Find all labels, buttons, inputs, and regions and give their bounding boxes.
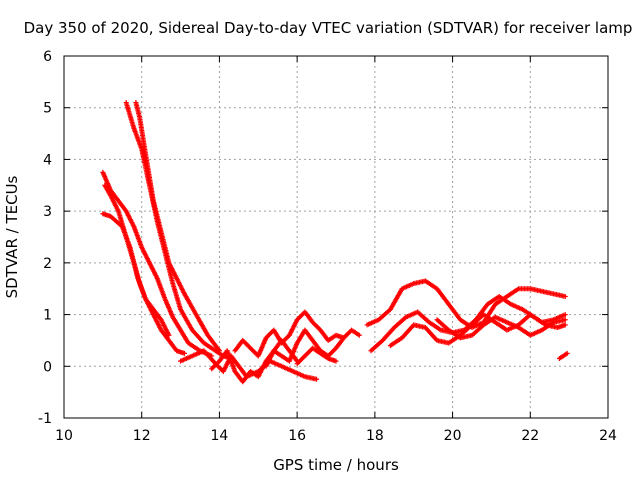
y-tick-label: 4 (43, 152, 52, 168)
x-tick-label: 20 (444, 428, 462, 444)
x-axis-label: GPS time / hours (273, 456, 399, 474)
plot-frame (63, 55, 609, 419)
data-point-marker (216, 348, 222, 354)
series-track-5 (100, 211, 172, 338)
y-tick-label: 2 (43, 256, 52, 272)
y-tick-label: 0 (43, 359, 52, 375)
y-tick-label: 3 (43, 204, 52, 220)
y-tick-label: -1 (38, 411, 52, 427)
data-point-marker (562, 312, 568, 318)
x-tick-label: 12 (133, 428, 151, 444)
y-axis-label: SDTVAR / TECUs (3, 175, 21, 298)
data-point-marker (564, 350, 570, 356)
data-point-marker (356, 332, 362, 338)
series-track-10 (294, 345, 339, 367)
series-track-15 (556, 350, 570, 362)
x-tick-label: 22 (521, 428, 539, 444)
data-point-marker (333, 358, 339, 364)
data-point-marker (181, 350, 187, 356)
y-tick-label: 6 (43, 49, 52, 65)
x-tick-label: 16 (288, 428, 306, 444)
x-tick-label: 18 (366, 428, 384, 444)
data-point-marker (166, 332, 172, 338)
series-track-2 (133, 100, 222, 354)
y-tick-label: 5 (43, 101, 52, 117)
x-tick-label: 24 (599, 428, 617, 444)
data-point-marker (562, 293, 568, 299)
series-track-13 (387, 312, 568, 349)
x-tick-label: 10 (55, 428, 73, 444)
data-point-marker (562, 317, 568, 323)
x-tick-label: 14 (211, 428, 229, 444)
data-points (100, 100, 570, 385)
series-track-9 (263, 327, 362, 369)
data-point-marker (314, 376, 320, 382)
data-point-marker (562, 322, 568, 328)
grid-lines (64, 56, 608, 418)
chart-title: Day 350 of 2020, Sidereal Day-to-day VTE… (24, 19, 633, 37)
y-tick-label: 1 (43, 308, 52, 324)
series-track-14 (434, 314, 568, 341)
